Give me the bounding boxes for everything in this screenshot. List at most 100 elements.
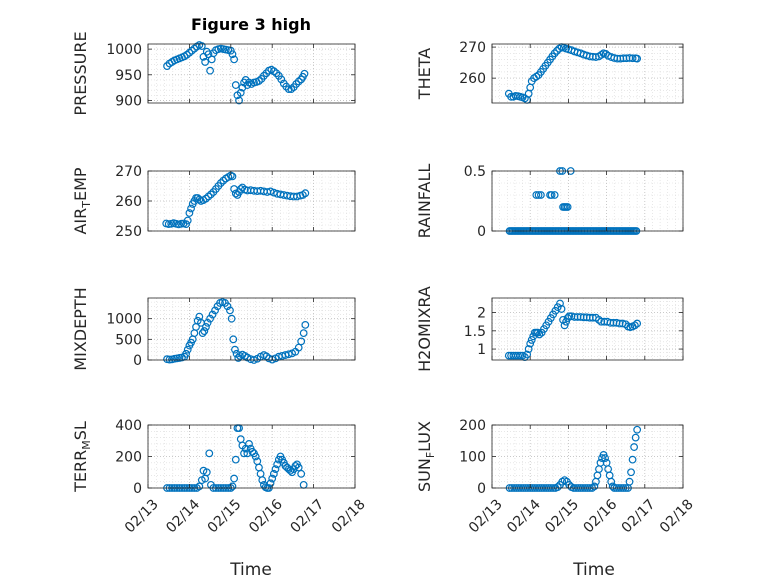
theta-point [633, 54, 642, 63]
pressure-point [190, 44, 199, 53]
mixdepth-axes-area [148, 298, 355, 360]
h2omixra-point [524, 345, 533, 353]
pressure-ytick-label: 950 [115, 68, 142, 84]
mixdepth-point [231, 345, 239, 354]
h2omixra-point [535, 330, 544, 339]
sun-flux-point [625, 477, 634, 486]
h2omixra-point [633, 319, 642, 328]
air-temp-point [202, 194, 210, 203]
terr-msl-point [230, 474, 239, 483]
air-temp-point [219, 176, 228, 185]
pressure-point [294, 77, 303, 86]
terr-msl-point [266, 479, 275, 488]
terr-msl-ylabel-subscript: M [80, 440, 93, 450]
h2omixra-point [523, 350, 532, 359]
pressure-point [228, 50, 237, 59]
pressure-ylabel: PRESSURE [71, 31, 90, 115]
air-temp-point [183, 216, 192, 225]
pressure-point [260, 71, 268, 80]
pressure-ytick-label: 1000 [106, 42, 142, 58]
h2omixra-ytick-label: 1.5 [464, 324, 486, 340]
terr-msl-point [258, 476, 267, 485]
mixdepth-point [229, 335, 238, 344]
sun-flux-point [630, 443, 639, 451]
mixdepth-point [165, 355, 174, 364]
pressure-point [201, 58, 210, 66]
air-temp-ylabel-tail: EMP [71, 167, 90, 201]
pressure-point [185, 48, 194, 57]
air-temp-point [187, 204, 195, 213]
terr-msl-ytick-label: 200 [115, 450, 142, 466]
air-temp-point [182, 220, 190, 229]
air-temp-point [228, 172, 237, 181]
mixdepth-point [206, 314, 215, 323]
sun-flux-point [553, 483, 562, 491]
h2omixra-ytick-label: 2 [477, 306, 486, 322]
air-temp-ylabel: AIRTEMP [71, 167, 93, 234]
air-temp-point [216, 179, 225, 187]
sun-flux-ylabel-subscript: F [424, 452, 437, 458]
air-temp-ytick-label: 260 [115, 194, 142, 210]
mixdepth-point [183, 345, 192, 354]
sun-flux-ylabel: SUNFLUX [415, 421, 437, 492]
rainfall-point [547, 191, 556, 199]
pressure-point [287, 85, 296, 94]
mixdepth-point [226, 306, 234, 315]
air-temp-point [207, 190, 215, 199]
mixdepth-ytick-label: 0 [133, 353, 142, 369]
h2omixra-ylabel: H2OMIXRA [415, 286, 434, 372]
air-temp-ylabel-subscript: T [80, 201, 93, 209]
rainfall-ylabel: RAINFALL [415, 164, 434, 239]
mixdepth-point [211, 306, 219, 315]
rainfall-axes-area [492, 171, 683, 231]
theta-point [628, 54, 637, 63]
h2omixra-series [504, 299, 642, 361]
mixdepth-point [284, 350, 293, 359]
pressure-series [163, 41, 309, 105]
pressure-point [292, 80, 301, 88]
terr-msl-point [231, 455, 240, 464]
h2omixra-point [630, 321, 639, 330]
terr-msl-point [240, 449, 248, 458]
theta-series [504, 43, 642, 104]
pressure-point [300, 69, 309, 78]
rainfall-point [563, 203, 572, 211]
pressure-point [235, 96, 243, 105]
rainfall-point [532, 191, 541, 199]
h2omixra-axes-box [491, 297, 684, 361]
h2omixra-axes-area [492, 298, 683, 360]
pressure-point [255, 77, 263, 85]
pressure-point [183, 50, 191, 59]
terr-msl-ytick-label: 0 [133, 481, 142, 497]
x-axis-label-right: Time [572, 560, 615, 580]
h2omixra-point [556, 299, 564, 308]
h2omixra-point [526, 339, 535, 348]
subplot-pressure: 900 950 1000 PRESSURE [71, 31, 356, 116]
h2omixra-point [560, 321, 569, 330]
sun-flux-point [590, 482, 599, 491]
subplot-h2omixra: 1 1.5 2 H2OMIXRA [415, 286, 684, 372]
mixdepth-ylabel: MIXDEPTH [71, 287, 90, 370]
pressure-axes-area [148, 44, 355, 103]
terr-msl-point [268, 474, 277, 483]
terr-msl-ylabel-tail: SL [71, 421, 90, 440]
subplot-mixdepth: 0 500 1000 MIXDEPTH [71, 287, 356, 371]
pressure-point [236, 88, 245, 97]
pressure-point [230, 55, 239, 64]
x-axis-label-left: Time [229, 560, 272, 580]
terr-msl-point [202, 468, 211, 477]
sun-flux-ytick-label: 100 [459, 450, 486, 466]
theta-point [550, 49, 559, 58]
theta-point [553, 46, 561, 55]
mixdepth-series [163, 298, 310, 364]
pressure-point [163, 62, 171, 70]
sun-flux-ytick-label: 0 [477, 481, 486, 497]
pressure-point [284, 85, 293, 94]
mixdepth-point [198, 329, 207, 338]
mixdepth-point [223, 302, 232, 311]
terr-msl-point [271, 465, 280, 474]
h2omixra-point [557, 305, 566, 313]
rainfall-axes-box [491, 170, 684, 232]
pressure-point [197, 42, 206, 50]
